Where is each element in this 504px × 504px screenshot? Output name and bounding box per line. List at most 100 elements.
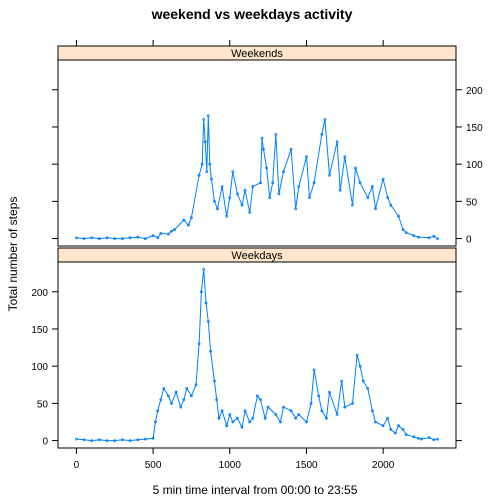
weekdays-point <box>340 379 344 383</box>
x-tick-label-1500: 1500 <box>295 460 318 471</box>
x-tick-label-0: 0 <box>74 460 80 471</box>
weekdays-point <box>248 420 252 424</box>
weekdays-point <box>305 420 308 424</box>
weekdays-point <box>412 435 416 439</box>
weekends-point <box>294 207 298 211</box>
weekends-point <box>305 155 308 159</box>
weekdays-series <box>75 267 440 443</box>
weekends-point <box>312 181 316 185</box>
weekdays-point <box>113 439 117 443</box>
weekends-point <box>90 236 94 240</box>
weekdays-point <box>215 398 219 402</box>
weekdays-point <box>182 398 186 402</box>
weekdays-point <box>220 409 224 413</box>
weekdays-point <box>361 379 365 383</box>
weekdays-point <box>98 438 101 442</box>
weekdays-y-tick-label-50: 50 <box>37 399 49 410</box>
weekdays-point <box>393 431 397 435</box>
weekends-point <box>397 214 400 218</box>
weekdays-point <box>317 394 321 398</box>
weekends-point <box>297 185 301 188</box>
weekdays-point <box>185 387 189 390</box>
x-tick-label-2000: 2000 <box>372 460 395 471</box>
weekends-point <box>354 166 357 170</box>
weekdays-point <box>225 424 229 428</box>
weekends-point <box>248 211 252 214</box>
weekdays-point <box>204 301 208 305</box>
weekends-point <box>212 199 216 203</box>
weekends-point <box>427 236 431 240</box>
weekdays-point <box>259 398 262 402</box>
weekends-point <box>128 236 132 240</box>
weekends-point <box>308 196 311 200</box>
weekdays-point <box>170 401 173 405</box>
weekdays-point <box>202 267 206 271</box>
weekends-point <box>228 196 232 200</box>
weekdays-point <box>328 390 331 394</box>
weekends-point <box>182 218 186 222</box>
weekends-point <box>203 140 207 144</box>
weekdays-point <box>335 413 339 416</box>
weekends-strip-label: Weekends <box>231 48 283 60</box>
weekends-point <box>386 196 390 200</box>
weekends-point <box>370 185 374 188</box>
weekdays-point <box>206 320 210 323</box>
weekdays-point <box>263 416 267 420</box>
weekends-point <box>271 181 275 185</box>
weekdays-point <box>179 405 183 409</box>
weekdays-point <box>297 413 301 416</box>
weekdays-point <box>189 394 193 398</box>
x-axis-label: 5 min time interval from 00:00 to 23:55 <box>153 483 358 497</box>
weekdays-point <box>324 416 328 420</box>
weekends-series <box>75 114 440 241</box>
weekdays-point <box>153 420 157 424</box>
weekdays-point <box>243 409 247 413</box>
weekends-point <box>243 188 247 192</box>
weekends-point <box>374 207 377 211</box>
weekdays-y-tick-label-100: 100 <box>31 362 48 373</box>
weekends-point <box>225 214 229 218</box>
weekends-point <box>166 232 170 236</box>
weekdays-series-line <box>76 269 438 442</box>
weekdays-point <box>231 420 235 424</box>
weekdays-point <box>121 438 124 442</box>
weekdays-point <box>75 437 78 441</box>
weekends-point <box>82 237 86 241</box>
weekends-point <box>335 140 339 144</box>
weekdays-point <box>274 413 278 416</box>
weekends-point <box>366 196 370 200</box>
weekdays-point <box>240 425 244 429</box>
weekends-point <box>262 147 265 151</box>
weekdays-point <box>401 427 405 431</box>
weekends-point <box>156 236 160 240</box>
weekdays-point <box>427 436 431 440</box>
weekdays-point <box>278 420 282 424</box>
weekends-point <box>105 236 109 240</box>
weekdays-point <box>294 416 298 420</box>
weekdays-point <box>159 398 163 402</box>
weekends-point <box>143 237 147 241</box>
weekdays-point <box>199 290 203 294</box>
weekends-point <box>268 196 272 200</box>
weekends-point <box>338 188 342 192</box>
weekdays-point <box>289 409 293 413</box>
weekdays-point <box>217 416 221 420</box>
weekdays-point <box>432 438 436 442</box>
weekends-point <box>389 203 393 207</box>
weekdays-point <box>105 439 109 443</box>
weekdays-point <box>197 342 201 346</box>
weekends-point <box>216 207 219 211</box>
weekdays-point <box>143 437 147 441</box>
weekdays-point <box>255 394 259 398</box>
weekends-point <box>240 203 244 207</box>
chart-title: weekend vs weekdays activity <box>151 6 353 22</box>
weekends-point <box>274 132 278 136</box>
weekdays-point <box>320 409 324 413</box>
weekdays-point <box>381 424 385 428</box>
weekends-point <box>220 185 224 188</box>
weekends-point <box>412 234 416 238</box>
weekends-point <box>98 237 101 241</box>
weekends-point <box>159 231 163 235</box>
weekends-y-tick-label-0: 0 <box>466 235 472 246</box>
weekdays-point <box>312 368 316 372</box>
